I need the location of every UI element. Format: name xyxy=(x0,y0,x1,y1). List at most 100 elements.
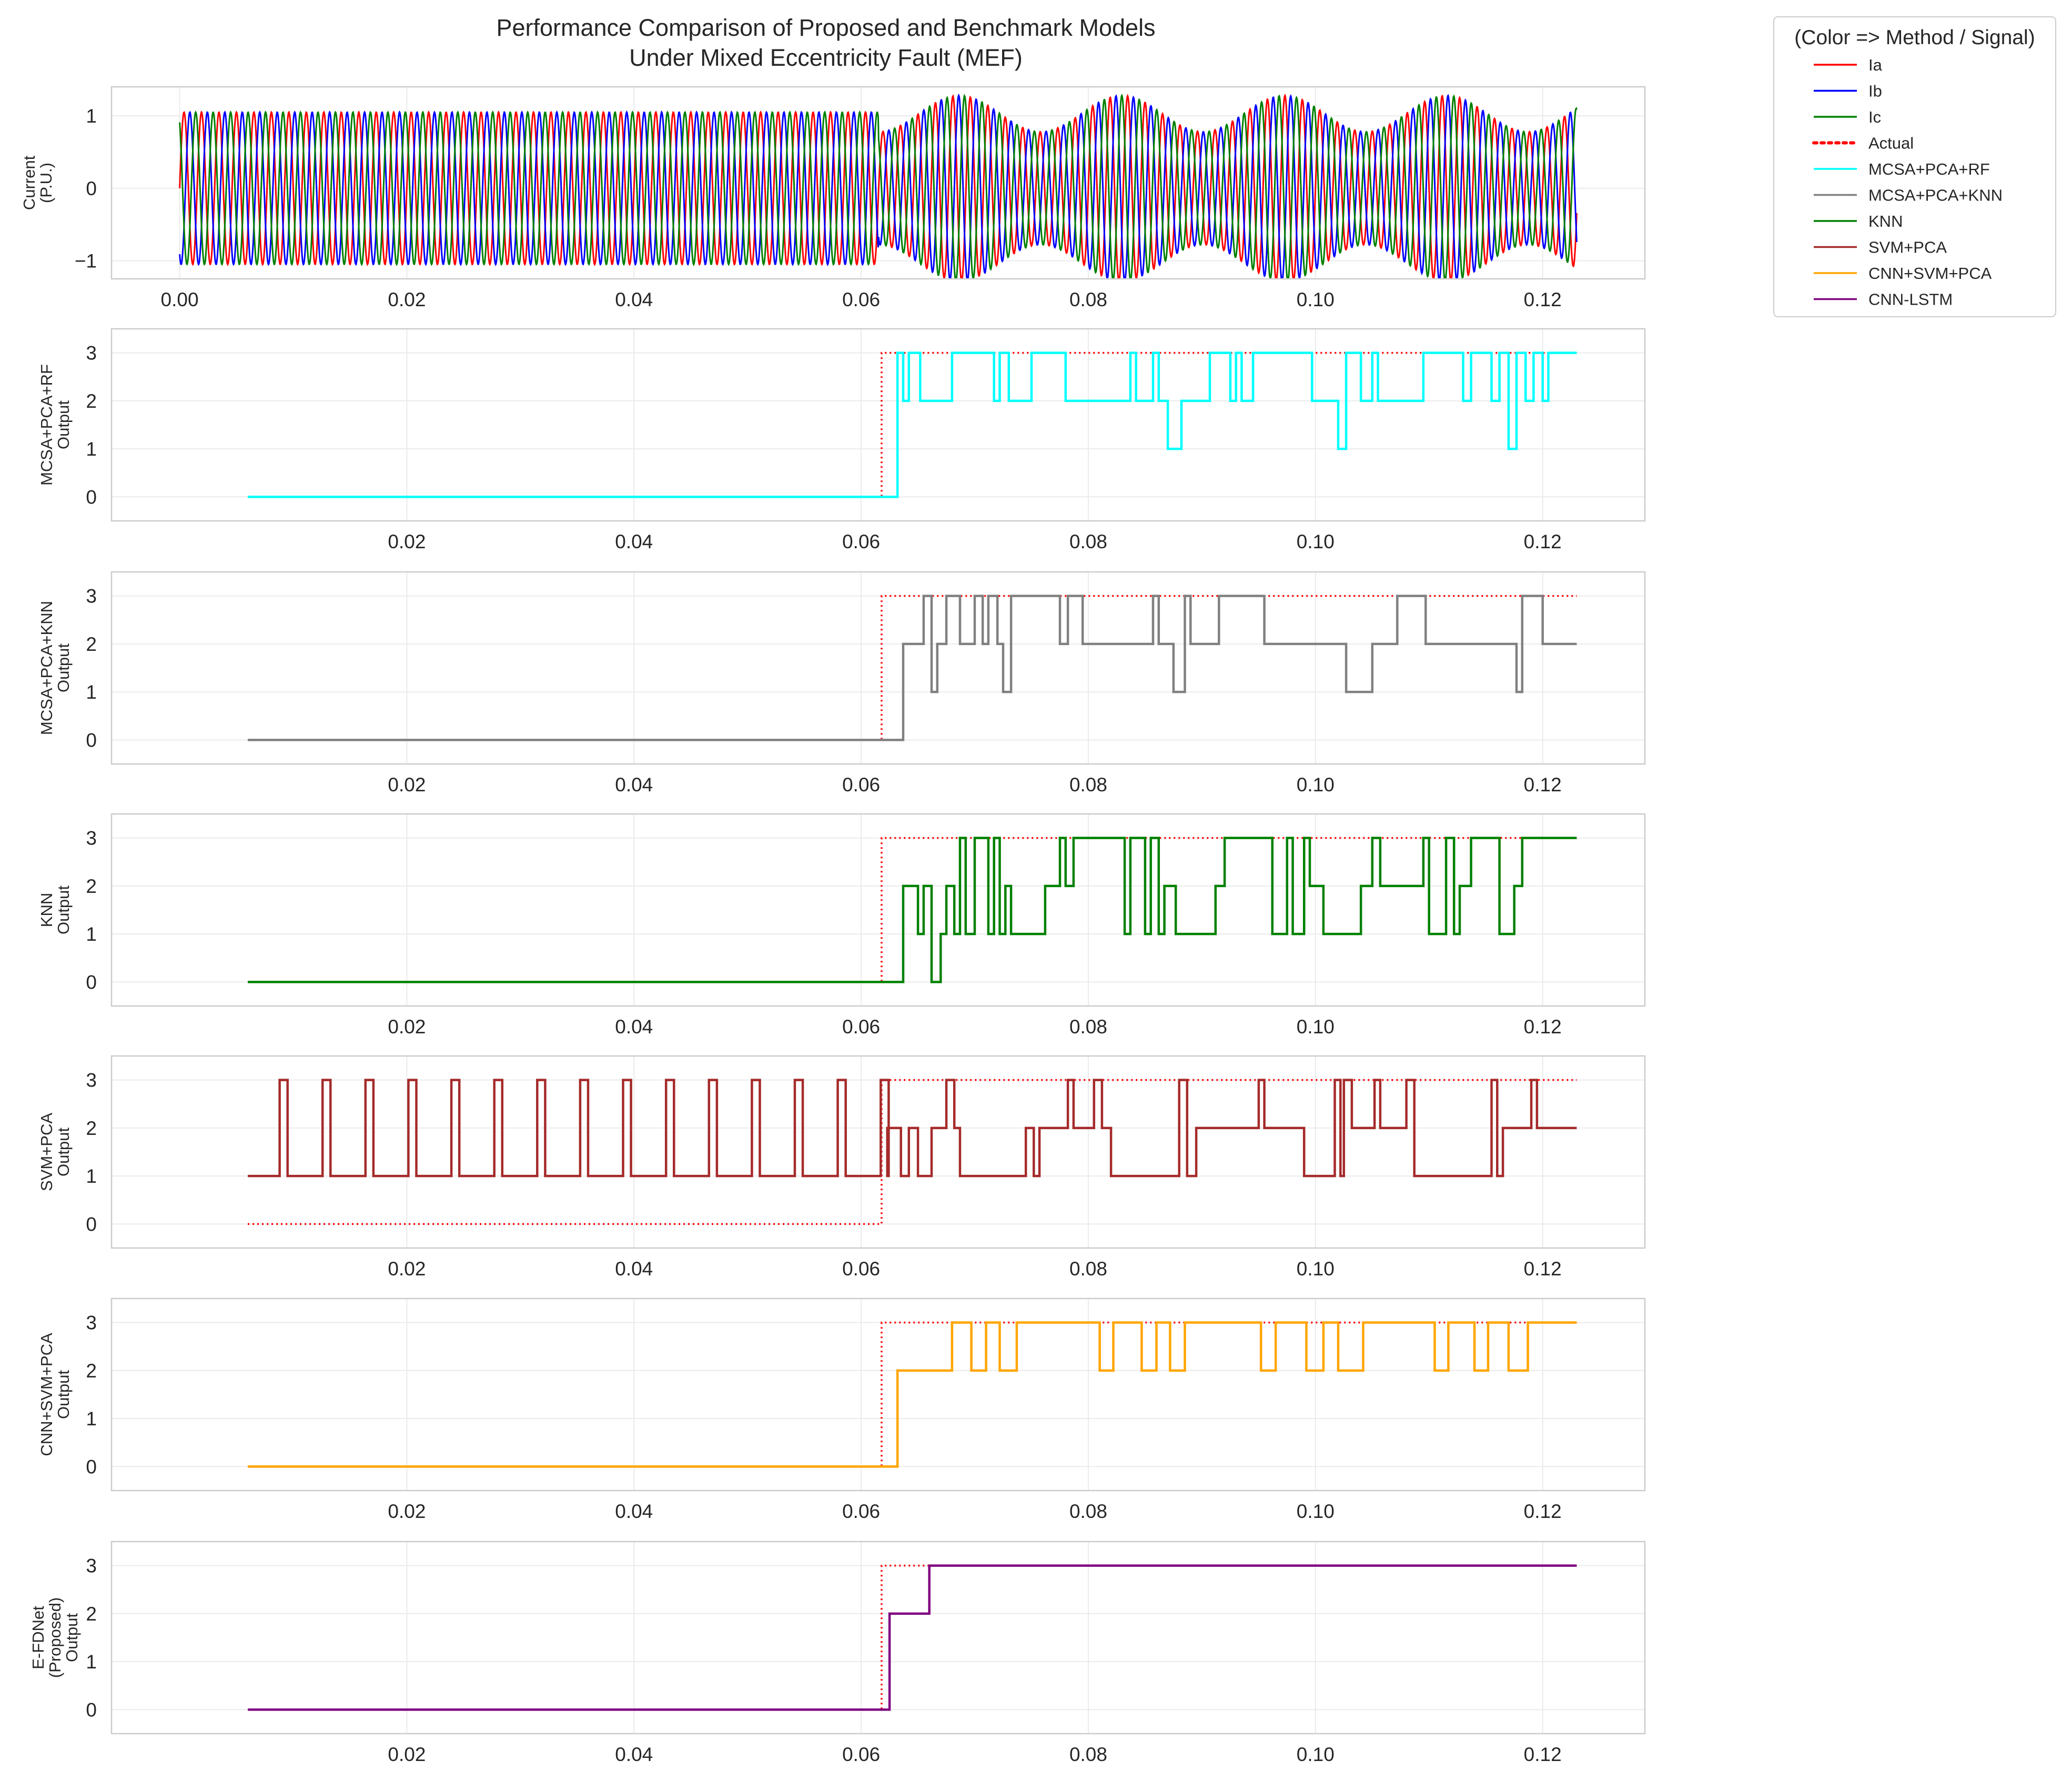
y-axis-label-line: Output xyxy=(54,400,73,449)
legend-label: Ib xyxy=(1868,82,1882,100)
y-tick-label: 1 xyxy=(86,681,97,703)
axes-frame xyxy=(110,1055,1646,1249)
x-tick-label: 0.06 xyxy=(842,774,880,796)
x-tick-label: 0.02 xyxy=(388,1016,426,1038)
legend-entry-ic: Ic xyxy=(1814,108,1881,126)
x-tick-label: 0.02 xyxy=(388,531,426,552)
actual-line xyxy=(248,1079,1577,1225)
x-tick-label: 0.00 xyxy=(161,289,199,310)
legend-entry-ib: Ib xyxy=(1814,82,1882,100)
legend-label: MCSA+PCA+RF xyxy=(1868,160,1990,178)
y-tick-label: 3 xyxy=(86,586,97,607)
legend-entry-cnn-svm-pca: CNN+SVM+PCA xyxy=(1814,264,1992,283)
y-axis-label-line: Output xyxy=(54,1128,73,1176)
x-tick-label: 0.12 xyxy=(1524,1258,1562,1280)
plot-area xyxy=(248,351,1577,498)
y-axis-label-line: CNN+SVM+PCA xyxy=(37,1333,56,1456)
y-tick-label: 3 xyxy=(86,828,97,849)
y-tick-label: 0 xyxy=(86,486,97,508)
legend-entry-ia: Ia xyxy=(1814,56,1883,74)
y-tick-label: 3 xyxy=(86,1312,97,1334)
series-ia xyxy=(179,93,1578,279)
x-tick-label: 0.12 xyxy=(1524,531,1562,552)
x-tick-label: 0.10 xyxy=(1297,531,1335,552)
x-tick-label: 0.08 xyxy=(1069,1016,1107,1038)
y-tick-label: 2 xyxy=(86,1118,97,1139)
legend-entry-mcsa-pca-knn: MCSA+PCA+KNN xyxy=(1814,186,2003,205)
prediction-line xyxy=(248,1079,1577,1178)
y-axis-label: CNN+SVM+PCAOutput xyxy=(37,1333,73,1456)
y-tick-label: 0 xyxy=(86,729,97,751)
y-tick-label: 3 xyxy=(86,1555,97,1577)
x-tick-label: 0.06 xyxy=(842,1744,880,1765)
y-axis-label-line: Output xyxy=(54,886,73,934)
y-tick-label: 1 xyxy=(86,1651,97,1673)
prediction-line xyxy=(248,595,1577,741)
x-tick-label: 0.02 xyxy=(388,1258,426,1280)
y-tick-label: 3 xyxy=(86,343,97,364)
x-tick-label: 0.04 xyxy=(615,1016,653,1038)
y-axis-label: SVM+PCAOutput xyxy=(37,1113,73,1191)
x-tick-label: 0.12 xyxy=(1524,774,1562,796)
x-tick-label: 0.02 xyxy=(388,1501,426,1522)
plot-area xyxy=(248,1079,1577,1225)
panel-proposed: 0.02 0.04 0.06 0.08 0.10 0.123210E-FDNet(Prop… xyxy=(29,1541,1646,1765)
prediction-line xyxy=(248,1321,1577,1468)
x-tick-label: 0.02 xyxy=(388,289,426,310)
plot-area xyxy=(248,1321,1577,1468)
legend-entry-actual: Actual xyxy=(1812,134,1914,153)
panel-knn_pca: 0.02 0.04 0.06 0.08 0.10 0.12 3 2 1 0 MCSA+PCA+KNN… xyxy=(37,571,1646,796)
y-tick-label: 0 xyxy=(86,1699,97,1720)
x-tick-label: 0.06 xyxy=(842,289,880,310)
x-tick-label: 0.08 xyxy=(1069,289,1107,310)
y-tick-label: 1 xyxy=(86,105,97,127)
x-tick-label: 0.04 xyxy=(615,1258,653,1280)
x-tick-label: 0.08 xyxy=(1069,774,1107,796)
legend-label: CNN+SVM+PCA xyxy=(1868,264,1992,283)
y-axis-label-line: (P.U.) xyxy=(37,163,55,203)
actual-line xyxy=(248,837,1577,983)
x-tick-label: 0.12 xyxy=(1524,1744,1562,1765)
y-axis-label-line: E-FDNet xyxy=(29,1606,47,1669)
x-tick-label: 0.04 xyxy=(615,289,653,310)
legend-entry-cnn-lstm: CNN-LSTM xyxy=(1814,290,1953,309)
plot-area xyxy=(248,595,1577,741)
legend-label: CNN-LSTM xyxy=(1868,290,1953,309)
figure-title-line2: Under Mixed Eccentricity Fault (MEF) xyxy=(629,44,1023,71)
axes-frame xyxy=(110,571,1646,765)
legend-label: KNN xyxy=(1868,212,1903,230)
legend-label: Ia xyxy=(1868,56,1883,74)
legend-frame xyxy=(1773,16,2056,317)
figure-title-line1: Performance Comparison of Proposed and B… xyxy=(496,14,1155,41)
y-axis-label-line: KNN xyxy=(37,893,56,927)
x-tick-label: 0.02 xyxy=(388,1744,426,1765)
panel-knn: 0.02 0.04 0.06 0.08 0.10 0.12 3 2 1 0 KNNOutput xyxy=(37,813,1646,1038)
prediction-line xyxy=(248,837,1577,983)
y-axis-label-line: Output xyxy=(54,1370,73,1419)
x-tick-label: 0.02 xyxy=(388,774,426,796)
x-tick-label: 0.06 xyxy=(842,1501,880,1522)
actual-line xyxy=(248,595,1577,741)
x-tick-label: 0.04 xyxy=(615,531,653,552)
x-tick-label: 0.10 xyxy=(1297,1501,1335,1522)
legend-label: MCSA+PCA+KNN xyxy=(1868,186,2003,205)
x-tick-label: 0.10 xyxy=(1297,1744,1335,1765)
x-tick-label: 0.04 xyxy=(615,1501,653,1522)
x-tick-label: 0.12 xyxy=(1524,289,1562,310)
x-tick-label: 0.08 xyxy=(1069,1744,1107,1765)
plot-area xyxy=(248,837,1577,983)
y-axis-label-line: Output xyxy=(63,1613,81,1662)
x-tick-label: 0.08 xyxy=(1069,1501,1107,1522)
axes-frame xyxy=(110,1297,1646,1492)
x-tick-label: 0.12 xyxy=(1524,1016,1562,1038)
y-tick-label: 1 xyxy=(86,438,97,460)
prediction-line xyxy=(248,351,1577,498)
legend-label: Actual xyxy=(1868,134,1914,153)
series-ib xyxy=(179,93,1578,279)
y-tick-label: 2 xyxy=(86,1603,97,1625)
y-tick-label: 0 xyxy=(86,1456,97,1477)
y-axis-label: KNNOutput xyxy=(37,886,73,934)
actual-line xyxy=(248,1564,1577,1711)
actual-line xyxy=(248,1321,1577,1468)
